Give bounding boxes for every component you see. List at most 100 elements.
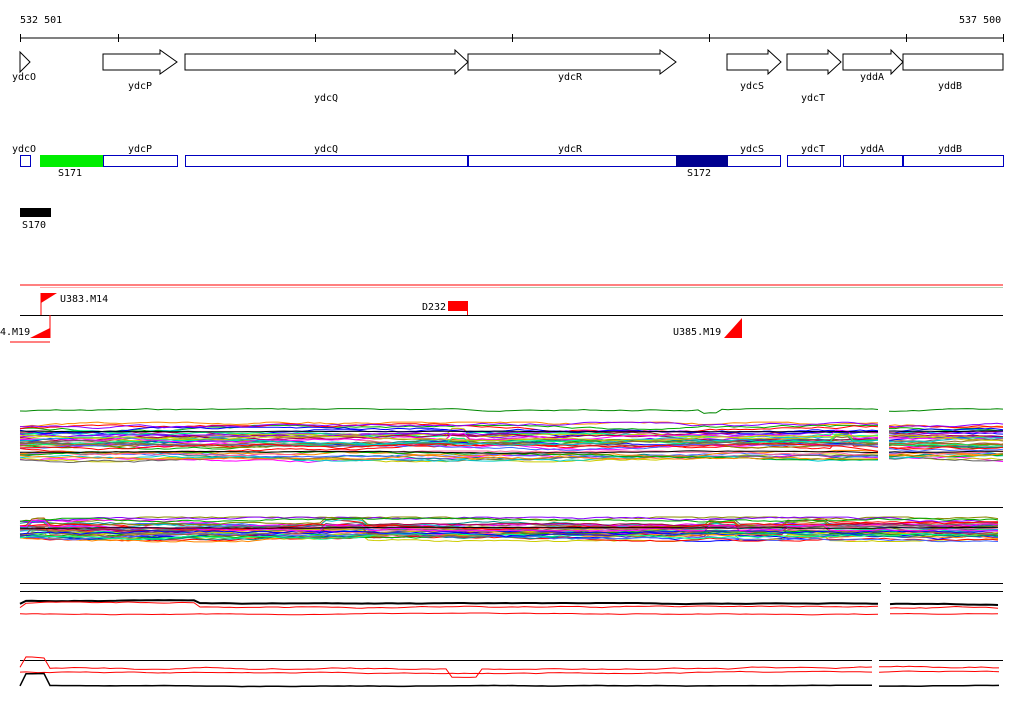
expression-trace xyxy=(19,450,879,457)
gene-arrow-ydcS[interactable] xyxy=(726,48,782,76)
gene-arrow-ydcQ[interactable] xyxy=(184,48,469,76)
expression-trace xyxy=(19,516,999,524)
feature-flag-u383[interactable] xyxy=(41,293,57,303)
operon-box-yddA[interactable] xyxy=(843,155,903,167)
operon-box-yddB[interactable] xyxy=(903,155,1004,167)
feature-track: U383.M14 D232 4.M19 U385.M19 xyxy=(0,284,1003,343)
expression-trace xyxy=(19,601,879,609)
gene-label: ydcT xyxy=(801,93,825,104)
segment-navy-label: S172 xyxy=(687,168,711,179)
expression-trace xyxy=(19,454,879,460)
operon-label: ydcP xyxy=(128,144,152,155)
gap-mask xyxy=(881,405,889,463)
expression-trace xyxy=(19,439,878,447)
operon-box-ydcP[interactable] xyxy=(103,155,178,167)
expression-trace xyxy=(19,599,878,606)
operon-box-ydcO[interactable] xyxy=(20,155,31,167)
expression-trace xyxy=(890,612,999,615)
expression-trace xyxy=(888,408,1004,412)
expression-trace xyxy=(879,684,1000,687)
gene-track: ydcO ydcP ydcQ ydcR ydcS ydcT yddA yddB xyxy=(12,48,1004,104)
expression-trace xyxy=(888,434,1004,438)
segment-green-label: S171 xyxy=(58,168,82,179)
operon-box-ydcQ[interactable] xyxy=(185,155,468,167)
expression-trace xyxy=(888,430,1003,435)
gene-arrow-ydcO[interactable] xyxy=(19,50,31,74)
expression-trace xyxy=(19,436,879,446)
feature-label-u384: 4.M19 xyxy=(0,327,30,338)
expression-trace xyxy=(19,526,999,529)
feature-label-u385: U385.M19 xyxy=(673,327,721,338)
expression-trace xyxy=(19,532,999,541)
operon-box-ydcT[interactable] xyxy=(787,155,841,167)
gene-label: ydcP xyxy=(128,81,152,92)
expression-trace xyxy=(889,605,999,609)
expression-trace xyxy=(888,434,1004,441)
expression-trace xyxy=(19,450,879,454)
feature-box-d232[interactable] xyxy=(448,301,468,311)
operon-box-ydcR-ydcS[interactable] xyxy=(468,155,781,167)
gene-arrow-ydcR[interactable] xyxy=(467,49,677,75)
coord-end-label: 537 500 xyxy=(959,15,1001,26)
expression-trace xyxy=(888,443,1004,447)
operon-label: yddA xyxy=(860,144,884,155)
operon-label: ydcR xyxy=(558,144,583,155)
expression-trace xyxy=(19,523,999,533)
expression-trace xyxy=(888,427,1004,432)
gene-label: ydcO xyxy=(12,72,36,83)
expression-trace xyxy=(19,656,873,678)
expression-trace xyxy=(19,612,879,616)
gene-label: ydcR xyxy=(558,72,583,83)
expression-trace xyxy=(889,430,1003,433)
operon-track: ydcO ydcP ydcQ ydcR ydcS ydcT yddA yddB … xyxy=(12,144,1004,179)
segment-green[interactable] xyxy=(40,155,103,167)
operon-label: ydcS xyxy=(740,144,764,155)
segment-navy[interactable] xyxy=(676,155,728,167)
expression-trace xyxy=(888,450,1004,456)
feature-flag-u385[interactable] xyxy=(724,318,742,338)
expression-trace xyxy=(19,421,878,428)
operon-label: ydcQ xyxy=(314,144,338,155)
expression-trace xyxy=(19,454,879,462)
expression-trace xyxy=(878,670,1000,673)
expression-panel-4 xyxy=(19,656,1003,688)
gene-arrow-ydcP[interactable] xyxy=(102,49,178,75)
expression-trace xyxy=(19,517,999,523)
operon-label: ydcT xyxy=(801,144,825,155)
gene-arrow-yddA[interactable] xyxy=(842,48,904,76)
expression-trace xyxy=(19,530,998,538)
expression-trace xyxy=(888,422,1004,428)
gene-arrow-yddB[interactable] xyxy=(902,53,1004,71)
gene-label: ydcS xyxy=(740,81,764,92)
expression-trace xyxy=(878,665,999,669)
expression-trace xyxy=(19,442,879,452)
expression-trace xyxy=(19,434,879,441)
segment-black[interactable] xyxy=(20,208,51,217)
expression-trace xyxy=(19,531,999,541)
segment-track: S170 xyxy=(20,208,51,231)
expression-trace xyxy=(888,446,1004,450)
expression-trace xyxy=(19,430,879,433)
expression-trace xyxy=(19,421,879,430)
operon-label: ydcO xyxy=(12,144,36,155)
expression-panel-1 xyxy=(19,405,1004,464)
gene-arrow-ydcT[interactable] xyxy=(786,48,842,76)
expression-trace xyxy=(19,429,879,438)
gene-label: yddB xyxy=(938,81,962,92)
operon-label: yddB xyxy=(938,144,962,155)
gene-label: yddA xyxy=(860,72,884,83)
expression-panel-2 xyxy=(19,507,1003,543)
expression-trace xyxy=(19,672,872,688)
expression-panel-3 xyxy=(19,583,1003,616)
expression-trace xyxy=(19,408,879,414)
segment-black-label: S170 xyxy=(22,220,46,231)
gene-label: ydcQ xyxy=(314,93,338,104)
expression-trace xyxy=(19,519,998,532)
expression-trace xyxy=(19,521,999,531)
coord-start-label: 532 501 xyxy=(20,15,62,26)
expression-trace xyxy=(19,670,873,675)
expression-trace xyxy=(888,450,1003,454)
expression-trace xyxy=(889,602,999,606)
feature-flag-u384[interactable] xyxy=(30,328,50,338)
